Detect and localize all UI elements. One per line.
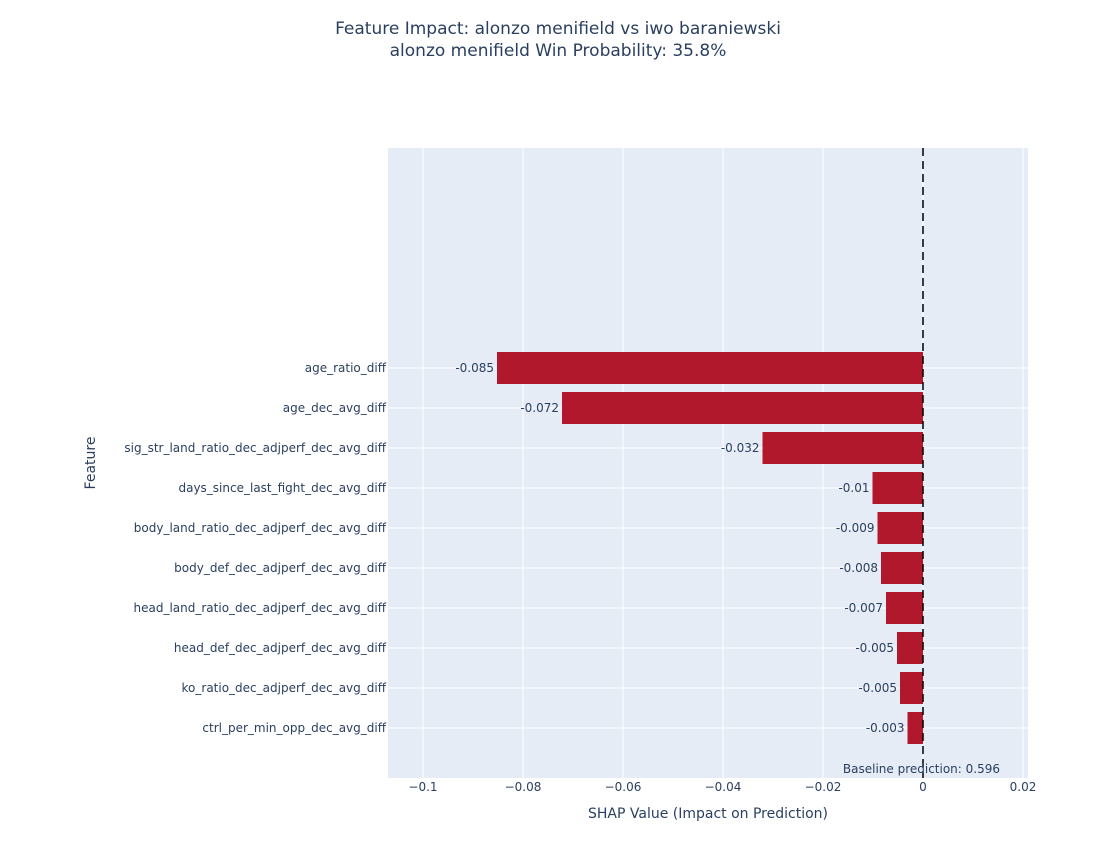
bar bbox=[877, 512, 923, 544]
bar bbox=[907, 712, 923, 744]
y-tick-label: body_land_ratio_dec_adjperf_dec_avg_diff bbox=[134, 521, 387, 535]
bar-value-label: -0.085 bbox=[455, 361, 494, 375]
y-tick-label: age_ratio_diff bbox=[305, 361, 387, 375]
bar-value-label: -0.009 bbox=[836, 521, 875, 535]
bar-value-label: -0.007 bbox=[844, 601, 883, 615]
y-axis-title: Feature bbox=[83, 437, 99, 490]
chart-subtitle: alonzo menifield Win Probability: 35.8% bbox=[390, 41, 727, 61]
y-tick-label: ko_ratio_dec_adjperf_dec_avg_diff bbox=[182, 681, 387, 695]
chart-title: Feature Impact: alonzo menifield vs iwo … bbox=[335, 19, 781, 39]
x-tick-label: 0 bbox=[919, 780, 927, 794]
bar-value-label: -0.072 bbox=[520, 401, 559, 415]
bar-value-label: -0.005 bbox=[855, 641, 894, 655]
bar-value-label: -0.005 bbox=[858, 681, 897, 695]
bar bbox=[497, 352, 923, 384]
x-tick-label: −0.04 bbox=[705, 780, 742, 794]
bar-value-label: -0.008 bbox=[839, 561, 878, 575]
x-tick-label: −0.06 bbox=[605, 780, 642, 794]
y-tick-label: days_since_last_fight_dec_avg_diff bbox=[178, 481, 386, 495]
bar-value-label: -0.01 bbox=[838, 481, 869, 495]
y-tick-label: age_dec_avg_diff bbox=[283, 401, 387, 415]
y-axis-ticks: age_ratio_diff age_dec_avg_diff sig_str_la… bbox=[124, 361, 386, 735]
y-tick-label: head_def_dec_adjperf_dec_avg_diff bbox=[174, 641, 387, 655]
bar-value-label: -0.003 bbox=[866, 721, 905, 735]
x-axis-title: SHAP Value (Impact on Prediction) bbox=[588, 806, 828, 822]
bar bbox=[872, 472, 923, 504]
bar bbox=[881, 552, 923, 584]
x-tick-label: −0.02 bbox=[805, 780, 842, 794]
bar bbox=[900, 672, 923, 704]
y-tick-label: sig_str_land_ratio_dec_adjperf_dec_avg_d… bbox=[124, 441, 386, 455]
bars-layer bbox=[497, 352, 923, 744]
bar bbox=[886, 592, 923, 624]
bar-value-label: -0.032 bbox=[721, 441, 760, 455]
x-axis-ticks: −0.1 −0.08 −0.06 −0.04 −0.02 0 0.02 bbox=[408, 780, 1036, 794]
y-tick-label: body_def_dec_adjperf_dec_avg_diff bbox=[174, 561, 387, 575]
x-tick-label: −0.1 bbox=[408, 780, 437, 794]
baseline-annotation: Baseline prediction: 0.596 bbox=[843, 762, 1000, 776]
x-tick-label: −0.08 bbox=[505, 780, 542, 794]
bar bbox=[762, 432, 923, 464]
y-tick-label: ctrl_per_min_opp_dec_avg_diff bbox=[202, 721, 386, 735]
plot-area bbox=[388, 148, 1028, 778]
labels-layer: -0.085 -0.072 -0.032 -0.01 -0.009 -0.008 -0.00… bbox=[455, 361, 904, 735]
bar bbox=[897, 632, 923, 664]
x-tick-label: 0.02 bbox=[1010, 780, 1037, 794]
bar bbox=[562, 392, 923, 424]
y-tick-label: head_land_ratio_dec_adjperf_dec_avg_diff bbox=[134, 601, 387, 615]
